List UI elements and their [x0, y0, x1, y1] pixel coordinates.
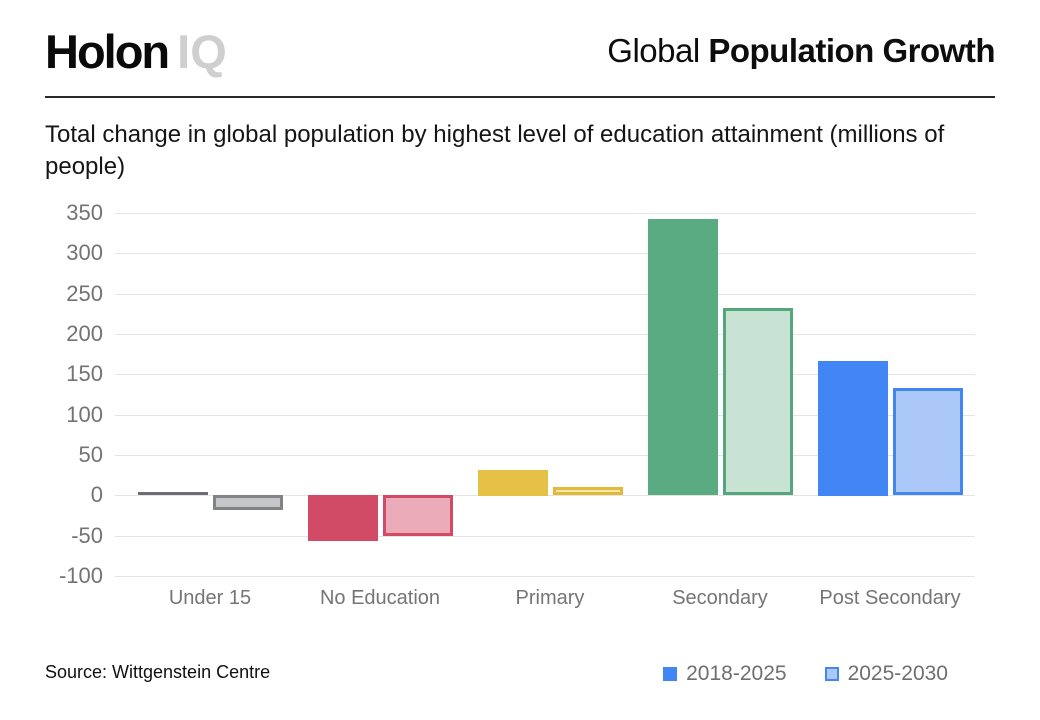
gridline: [115, 334, 975, 335]
bar-post-secondary-2018-2025: [818, 361, 888, 496]
bar-secondary-2018-2025: [648, 219, 718, 495]
y-axis-tick-label: 150: [66, 361, 103, 386]
page-title-bold: Population Growth: [708, 32, 995, 69]
y-axis-tick-label: 250: [66, 281, 103, 306]
legend-item-2018-2025: 2018-2025: [663, 662, 787, 686]
page-title: Global Population Growth: [607, 32, 995, 70]
legend-swatch-icon: [663, 667, 678, 681]
legend-item-2025-2030: 2025-2030: [824, 662, 948, 686]
x-axis-label-primary: Primary: [515, 587, 585, 609]
legend-label: 2025-2030: [847, 662, 948, 685]
y-axis-tick-label: 0: [90, 482, 103, 507]
logo-primary: Holon: [45, 25, 170, 78]
x-axis-label-under-15: Under 15: [168, 587, 252, 609]
source-note: Source: Wittgenstein Centre: [45, 662, 271, 682]
header-divider: [45, 96, 995, 98]
gridline: [115, 253, 975, 254]
x-axis-label-no-education: No Education: [319, 587, 441, 609]
gridline: [115, 294, 975, 295]
logo-secondary: IQ: [177, 25, 227, 78]
bar-primary-2018-2025: [478, 470, 548, 496]
bar-no-education-2025-2030: [383, 495, 453, 536]
gridline: [115, 576, 975, 577]
y-axis-tick-label: 200: [66, 321, 103, 346]
legend-swatch-icon: [824, 667, 839, 681]
gridline: [115, 213, 975, 214]
gridline: [115, 536, 975, 537]
holoniq-logo: Holon IQ: [45, 24, 227, 79]
y-axis-tick-label: 50: [78, 442, 103, 467]
chart-subtitle: Total change in global population by hig…: [45, 121, 945, 180]
y-axis-tick-label: 350: [66, 200, 103, 225]
header: Holon IQ Global Population Growth: [45, 18, 995, 82]
bar-under-15-2025-2030: [213, 495, 283, 510]
gridline: [115, 374, 975, 375]
x-axis-label-post-secondary: Post Secondary: [819, 587, 961, 609]
bar-primary-2025-2030: [553, 487, 623, 495]
y-axis-tick-label: -50: [71, 523, 103, 548]
gridline: [115, 415, 975, 416]
x-axis-label-secondary: Secondary: [672, 587, 768, 609]
y-axis-tick-label: -100: [58, 563, 103, 588]
y-axis-tick-label: 300: [66, 240, 103, 265]
bar-chart: 350 300 250 200 150 100 50 0 -50 -100 Under 15 No E…: [0, 195, 1040, 625]
gridline: [115, 455, 975, 456]
bar-post-secondary-2025-2030: [893, 388, 963, 495]
bar-no-education-2018-2025: [308, 495, 378, 541]
bar-under-15-2018-2025: [138, 492, 208, 495]
y-axis-tick-label: 100: [66, 402, 103, 427]
legend-label: 2018-2025: [686, 662, 787, 685]
page-title-regular: Global: [607, 32, 700, 69]
bar-secondary-2025-2030: [723, 308, 793, 495]
chart-legend: 2018-2025 2025-2030: [663, 662, 948, 686]
